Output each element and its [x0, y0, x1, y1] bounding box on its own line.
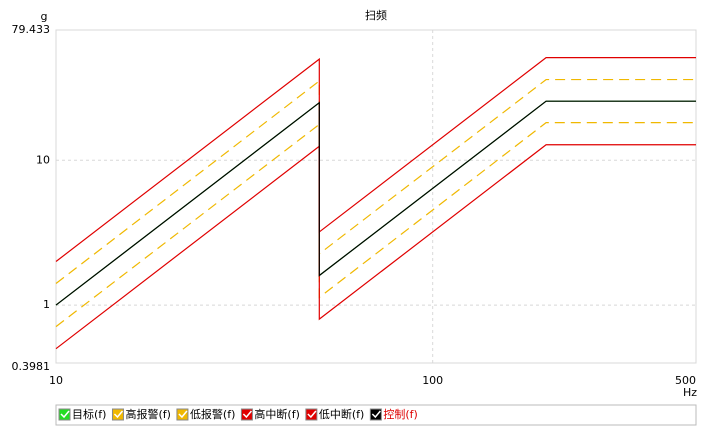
legend-swatch [305, 408, 318, 421]
y-tick-label: 79.433 [12, 23, 51, 36]
legend-check [307, 410, 317, 419]
legend-swatch [58, 408, 71, 421]
legend-check [242, 410, 252, 419]
y-tick-label: 1 [43, 298, 50, 311]
legend-swatch [240, 408, 253, 421]
legend-check [178, 410, 188, 419]
y-tick-label: 10 [36, 153, 50, 166]
x-axis-label: Hz [683, 386, 697, 399]
y-axis-label: g [41, 10, 48, 23]
legend-check [371, 410, 381, 419]
x-tick-label: 500 [675, 374, 696, 387]
plot [55, 30, 696, 363]
legend-items: 目标(f) 高报警(f) 低报警(f) 高中断(f) 低中断(f) 控制(f) [58, 407, 418, 421]
x-tick-label: 100 [422, 374, 443, 387]
legend-label: 控制(f) [383, 407, 417, 421]
legend-label: 高报警(f) [125, 407, 170, 421]
legend-label: 目标(f) [72, 407, 106, 421]
legend-label: 高中断(f) [254, 407, 299, 421]
legend-swatch [111, 408, 124, 421]
legend-swatch [176, 408, 189, 421]
series-line [55, 144, 696, 350]
x-tick-label: 10 [49, 374, 63, 387]
legend-check [113, 410, 124, 419]
y-tick-label: 0.3981 [12, 360, 51, 373]
legend-swatch [369, 408, 382, 421]
legend-label: 低中断(f) [319, 407, 364, 421]
chart-title: 扫频 [365, 8, 387, 22]
series-line [55, 100, 696, 306]
legend-check [60, 410, 70, 419]
legend-label: 低报警(f) [190, 407, 235, 421]
plot-frame [55, 29, 697, 364]
